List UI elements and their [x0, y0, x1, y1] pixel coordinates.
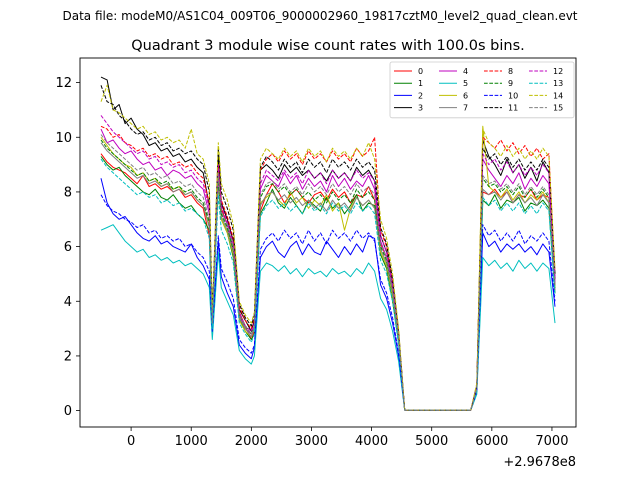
legend-label-6: 6 — [463, 91, 468, 100]
legend-label-2: 2 — [418, 91, 423, 100]
x-axis: 0 1000 2000 3000 4000 5000 6000 7000 — [127, 427, 568, 449]
legend-label-0: 0 — [418, 67, 423, 76]
series-line-8 — [100, 125, 556, 411]
legend-label-5: 5 — [463, 79, 468, 88]
plot-area: 0 1000 2000 3000 4000 5000 6000 7000 024681012 … — [55, 57, 577, 470]
series-line-15 — [100, 134, 556, 411]
x-tick-label: 2000 — [235, 434, 268, 449]
legend-label-7: 7 — [463, 104, 468, 113]
x-tick-label: 0 — [127, 434, 135, 449]
y-tick-label: 12 — [55, 76, 72, 91]
x-tick-label: 3000 — [295, 434, 328, 449]
x-tick-label: 7000 — [535, 434, 568, 449]
legend-label-10: 10 — [508, 91, 518, 100]
figure-suptitle: Data file: modeM0/AS1C04_009T06_90000029… — [62, 9, 577, 23]
x-tick-label: 1000 — [175, 434, 208, 449]
legend-label-1: 1 — [418, 79, 423, 88]
y-tick-label: 2 — [64, 349, 72, 364]
x-axis-offset-label: +2.9678e8 — [503, 455, 576, 470]
y-tick-label: 6 — [64, 240, 72, 255]
legend-label-14: 14 — [553, 91, 563, 100]
y-tick-label: 10 — [55, 131, 72, 146]
y-tick-label: 8 — [64, 185, 72, 200]
y-tick-label: 4 — [64, 295, 72, 310]
chart-title: Quadrant 3 module wise count rates with … — [131, 38, 525, 54]
y-tick-label: 0 — [64, 404, 72, 419]
legend-label-4: 4 — [463, 67, 468, 76]
legend-label-13: 13 — [553, 79, 563, 88]
series-line-14 — [100, 84, 556, 411]
x-tick-label: 6000 — [475, 434, 508, 449]
legend-label-9: 9 — [508, 79, 513, 88]
legend-label-15: 15 — [553, 104, 563, 113]
series-layer — [100, 76, 556, 411]
x-tick-label: 5000 — [415, 434, 448, 449]
legend-label-12: 12 — [553, 67, 563, 76]
legend-label-3: 3 — [418, 104, 423, 113]
legend-label-8: 8 — [508, 67, 513, 76]
legend-label-11: 11 — [508, 104, 518, 113]
axes-frame — [79, 57, 577, 428]
y-axis: 0 2 4 6 8 10 12 — [55, 76, 80, 419]
x-tick-label: 4000 — [355, 434, 388, 449]
legend-box — [389, 61, 575, 119]
